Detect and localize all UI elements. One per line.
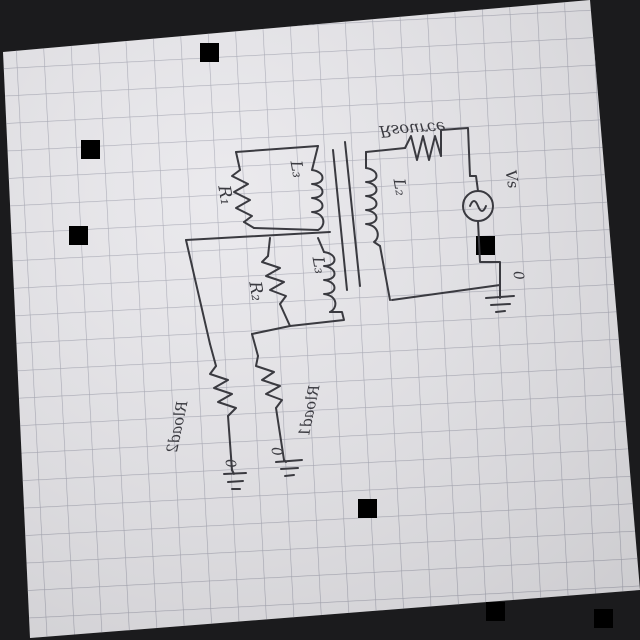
marker-square xyxy=(200,43,219,62)
label-ground-2: 0 xyxy=(267,446,284,457)
marker-square xyxy=(358,499,377,518)
ground-icon xyxy=(275,459,303,477)
transformer-core xyxy=(332,141,361,291)
primary-branch-lower xyxy=(185,231,345,327)
marker-square xyxy=(594,609,613,628)
ground-icon xyxy=(485,284,515,313)
label-l-primary-lower: L₃ xyxy=(308,254,330,275)
inductor-icon xyxy=(311,169,325,231)
source-loop xyxy=(365,127,515,313)
circuit-diagram xyxy=(185,127,515,490)
label-r-primary-upper: R₁ xyxy=(213,183,236,207)
label-ground-3: 0 xyxy=(509,270,526,281)
resistor-icon xyxy=(231,169,253,223)
label-l-primary-upper: L₃ xyxy=(286,158,308,179)
marker-square xyxy=(69,226,88,245)
primary-branch-upper xyxy=(231,145,325,231)
circuit-labels: Rsource Vs L₂ L₃ R₁ L₃ R₂ Rload2 Rload1 … xyxy=(163,118,527,469)
marker-square xyxy=(81,140,100,159)
inductor-icon xyxy=(365,167,381,247)
resistor-icon xyxy=(255,355,283,409)
label-v-source: Vs xyxy=(501,168,522,190)
resistor-icon xyxy=(261,255,287,305)
marker-square xyxy=(486,602,505,621)
label-r-primary-lower: R₂ xyxy=(244,279,267,303)
inductor-icon xyxy=(323,251,337,313)
resistor-icon xyxy=(209,365,237,417)
label-r-source: Rsource xyxy=(378,118,446,142)
label-l-secondary: L₂ xyxy=(389,176,411,197)
marker-square xyxy=(476,236,495,255)
ground-icon xyxy=(223,469,247,490)
marker-squares xyxy=(69,43,613,628)
load-section xyxy=(185,239,303,490)
resistor-icon xyxy=(404,135,442,161)
label-ground-1: 0 xyxy=(221,458,238,469)
